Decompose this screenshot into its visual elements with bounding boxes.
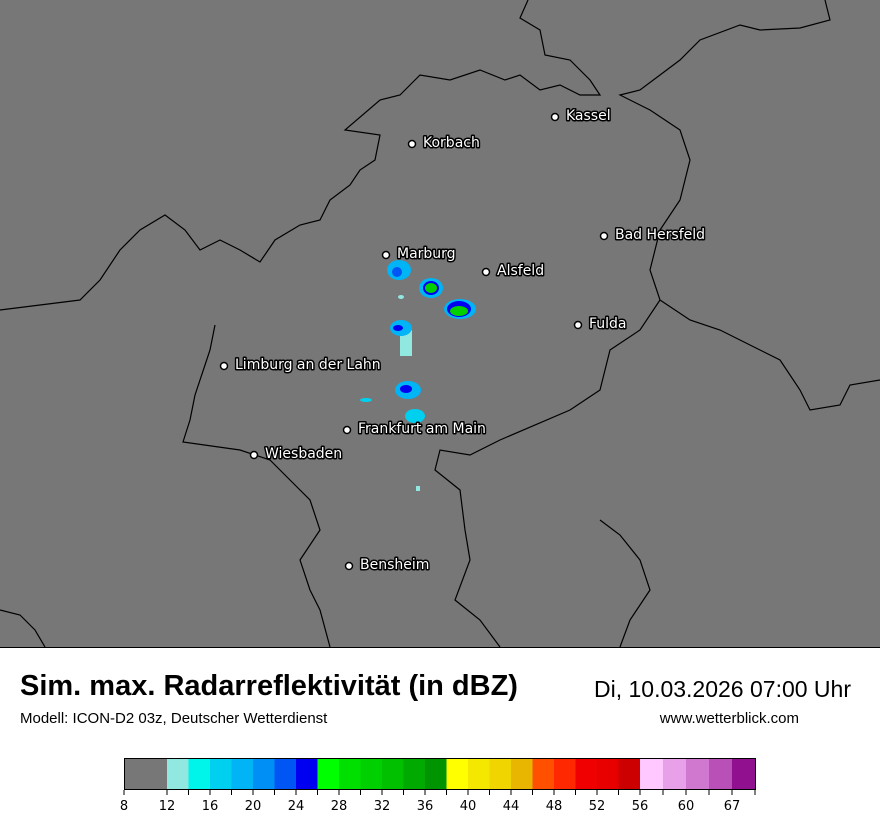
- colorbar-tick-label: 20: [245, 799, 262, 814]
- city-frankfurt: Frankfurt am Main: [342, 420, 487, 439]
- radar-echoes: [360, 260, 476, 491]
- valid-datetime: Di, 10.03.2026 07:00 Uhr: [593, 676, 851, 702]
- borders: [0, 0, 880, 648]
- echo: [393, 325, 403, 331]
- svg-text:Korbach: Korbach: [423, 135, 480, 151]
- colorbar-cell: [231, 758, 254, 790]
- echo: [400, 330, 412, 356]
- map-svg: Kassel Korbach Bad Hersfeld Marburg Alsf…: [0, 0, 880, 648]
- colorbar-cell: [640, 758, 664, 790]
- colorbar-cell: [188, 758, 211, 790]
- colorbar-cell: [339, 758, 361, 790]
- border-south-west: [0, 609, 46, 648]
- colorbar-tick-label: 12: [159, 799, 176, 814]
- city-marburg: Marburg: [381, 245, 457, 264]
- svg-text:Fulda: Fulda: [589, 316, 627, 332]
- colorbar-tick-label: 32: [374, 799, 391, 814]
- svg-text:Bad Hersfeld: Bad Hersfeld: [615, 227, 705, 243]
- echo: [416, 486, 420, 491]
- border-south-east: [434, 299, 661, 648]
- svg-text:Kassel: Kassel: [566, 108, 611, 124]
- city-alsfeld: Alsfeld: [481, 262, 546, 281]
- colorbar-cell: [618, 758, 641, 790]
- colorbar-cell: [446, 758, 469, 790]
- border-north-west: [0, 0, 602, 311]
- echo: [450, 306, 468, 316]
- colorbar-tick-label: 60: [678, 799, 695, 814]
- colorbar-cell: [210, 758, 232, 790]
- colorbar-cell: [686, 758, 710, 790]
- colorbar-cell: [597, 758, 619, 790]
- colorbar: 8 12 16 20 24 28 32 36 40 44 48 52 56 60 67: [120, 758, 756, 814]
- echo: [425, 283, 437, 293]
- colorbar-tick-label: 40: [460, 799, 477, 814]
- colorbar-cell: [532, 758, 555, 790]
- border-north-east: [618, 0, 880, 411]
- echo: [405, 409, 425, 423]
- colorbar-cell: [489, 758, 512, 790]
- colorbar-tick-label: 28: [331, 799, 348, 814]
- city-bensheim: Bensheim: [344, 556, 431, 575]
- colorbar-tick-label: 56: [632, 799, 649, 814]
- city-wiesbaden: Wiesbaden: [249, 445, 344, 464]
- city-kassel: Kassel: [550, 107, 612, 126]
- colorbar-cell: [403, 758, 426, 790]
- website-link: www.wetterblick.com: [659, 710, 799, 727]
- colorbar-tick-label: 44: [503, 799, 520, 814]
- colorbar-tick-label: 8: [120, 799, 128, 814]
- colorbar-cell: [663, 758, 687, 790]
- colorbar-tick-label: 67: [724, 799, 741, 814]
- colorbar-cell: [167, 758, 189, 790]
- colorbar-cell: [296, 758, 318, 790]
- svg-text:Limburg an der Lahn: Limburg an der Lahn: [235, 357, 381, 373]
- echo: [398, 295, 404, 299]
- city-bad-hersfeld: Bad Hersfeld: [599, 226, 707, 245]
- colorbar-tick-label: 48: [546, 799, 563, 814]
- colorbar-tick-label: 24: [288, 799, 305, 814]
- border-west-rhine: [182, 324, 331, 648]
- colorbar-cell: [425, 758, 447, 790]
- svg-text:Alsfeld: Alsfeld: [497, 263, 544, 279]
- colorbar-cell: [468, 758, 490, 790]
- colorbar-cell: [554, 758, 576, 790]
- colorbar-cell: [511, 758, 533, 790]
- colorbar-cell: [253, 758, 275, 790]
- model-info: Modell: ICON-D2 03z, Deutscher Wetterdie…: [20, 710, 328, 727]
- border-south: [599, 519, 651, 648]
- city-korbach: Korbach: [407, 134, 481, 153]
- echo: [400, 385, 412, 393]
- city-markers: Kassel Korbach Bad Hersfeld Marburg Alsf…: [219, 107, 707, 575]
- colorbar-cell: [317, 758, 340, 790]
- map-title: Sim. max. Radarreflektivität (in dBZ): [20, 670, 518, 702]
- svg-text:Wiesbaden: Wiesbaden: [265, 446, 342, 462]
- colorbar-cell: [709, 758, 733, 790]
- svg-text:Marburg: Marburg: [397, 246, 456, 262]
- city-limburg: Limburg an der Lahn: [219, 356, 382, 375]
- colorbar-cell: [274, 758, 297, 790]
- colorbar-cell: [124, 758, 168, 790]
- radar-map: Kassel Korbach Bad Hersfeld Marburg Alsf…: [0, 0, 880, 648]
- colorbar-cell: [732, 758, 756, 790]
- svg-text:Bensheim: Bensheim: [360, 557, 429, 573]
- city-fulda: Fulda: [573, 315, 628, 334]
- echo: [360, 398, 372, 402]
- colorbar-cell: [360, 758, 383, 790]
- colorbar-tick-label: 16: [202, 799, 219, 814]
- colorbar-tick-label: 52: [589, 799, 606, 814]
- echo: [392, 267, 402, 277]
- colorbar-tick-label: 36: [417, 799, 434, 814]
- colorbar-cell: [382, 758, 404, 790]
- svg-text:Frankfurt am Main: Frankfurt am Main: [358, 421, 486, 437]
- colorbar-frame: [124, 758, 756, 790]
- colorbar-cell: [575, 758, 598, 790]
